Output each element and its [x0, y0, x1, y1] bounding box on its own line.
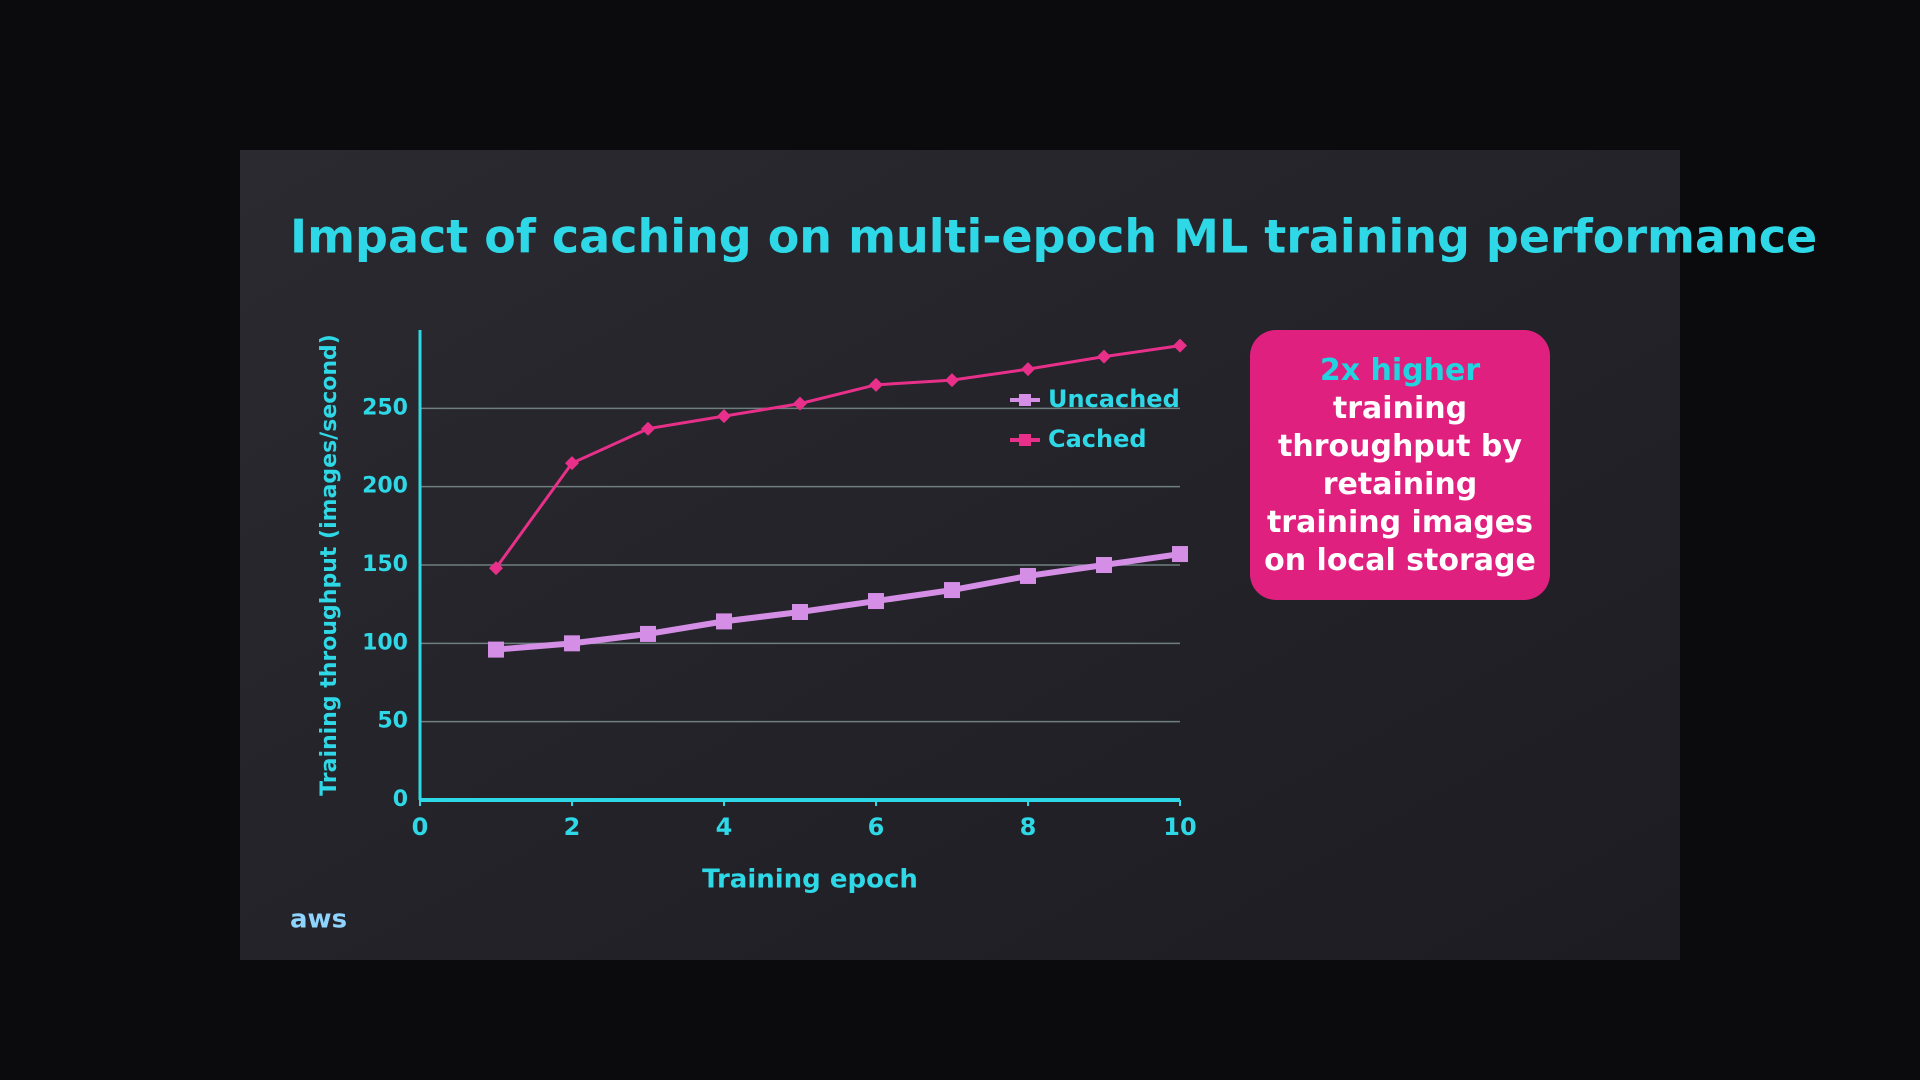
x-tick-label: 2 — [564, 813, 581, 841]
legend-label: Uncached — [1048, 385, 1180, 413]
marker — [945, 373, 959, 388]
chart-title: Impact of caching on multi-epoch ML trai… — [290, 210, 1817, 264]
y-tick-label: 250 — [362, 395, 408, 420]
marker — [488, 641, 504, 658]
x-tick-label: 0 — [412, 813, 429, 841]
series-line — [495, 551, 1181, 653]
logo: aws — [290, 905, 347, 935]
marker — [793, 396, 807, 411]
y-tick-label: 150 — [362, 552, 408, 577]
marker — [1020, 567, 1036, 584]
y-axis-label: Training throughput (images/second) — [317, 334, 342, 796]
marker — [1021, 362, 1035, 377]
marker — [640, 625, 656, 642]
marker — [1096, 557, 1112, 573]
x-tick-label: 8 — [1020, 813, 1037, 841]
annotation-text: training throughput by retaining trainin… — [1264, 391, 1536, 578]
series-line — [494, 344, 1181, 570]
legend-label: Cached — [1048, 425, 1147, 453]
x-tick-label: 4 — [716, 813, 733, 841]
x-axis-label: Training epoch — [702, 865, 918, 895]
y-tick-label: 0 — [393, 787, 408, 812]
marker — [1097, 349, 1111, 364]
marker — [565, 456, 579, 471]
marker — [869, 377, 883, 392]
marker — [868, 593, 884, 610]
marker — [716, 613, 732, 630]
marker — [792, 604, 808, 620]
marker — [1173, 338, 1187, 353]
y-tick-label: 200 — [362, 474, 408, 499]
legend-marker — [1019, 434, 1031, 446]
marker — [564, 635, 580, 652]
y-tick-label: 50 — [377, 709, 408, 734]
x-tick-label: 10 — [1163, 813, 1196, 841]
x-tick-label: 6 — [868, 813, 885, 841]
y-tick-label: 100 — [362, 630, 408, 655]
marker — [641, 421, 655, 436]
annotation: 2x higher training throughput by retainin… — [1250, 330, 1550, 600]
marker — [489, 561, 503, 576]
annotation-highlight: 2x higher — [1319, 353, 1481, 388]
legend-marker — [1019, 394, 1031, 406]
marker — [1172, 546, 1188, 563]
marker — [717, 409, 731, 424]
marker — [944, 582, 960, 599]
